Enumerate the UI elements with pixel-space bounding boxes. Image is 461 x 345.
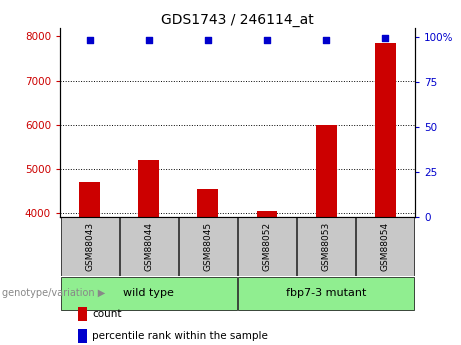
Bar — [375, 43, 396, 345]
FancyBboxPatch shape — [238, 277, 414, 310]
Point — [382, 36, 389, 41]
FancyBboxPatch shape — [60, 277, 237, 310]
Text: GSM88044: GSM88044 — [144, 222, 153, 271]
Point — [145, 38, 152, 43]
Text: fbp7-3 mutant: fbp7-3 mutant — [286, 288, 366, 298]
Bar — [257, 211, 278, 345]
Point — [204, 38, 212, 43]
Text: GSM88045: GSM88045 — [203, 222, 213, 271]
Text: percentile rank within the sample: percentile rank within the sample — [92, 331, 268, 341]
FancyBboxPatch shape — [297, 217, 355, 276]
Bar — [77, 307, 87, 321]
FancyBboxPatch shape — [60, 217, 118, 276]
Text: GSM88043: GSM88043 — [85, 222, 94, 271]
Text: GSM88054: GSM88054 — [381, 222, 390, 271]
Bar — [316, 125, 337, 345]
Text: count: count — [92, 309, 121, 319]
Point — [322, 38, 330, 43]
Title: GDS1743 / 246114_at: GDS1743 / 246114_at — [161, 12, 314, 27]
Bar — [197, 189, 218, 345]
Text: wild type: wild type — [123, 288, 174, 298]
Text: genotype/variation ▶: genotype/variation ▶ — [2, 288, 106, 298]
Bar — [77, 329, 87, 343]
FancyBboxPatch shape — [356, 217, 414, 276]
Point — [86, 38, 93, 43]
Point — [263, 38, 271, 43]
Bar — [138, 160, 159, 345]
FancyBboxPatch shape — [179, 217, 237, 276]
FancyBboxPatch shape — [120, 217, 177, 276]
Bar — [79, 182, 100, 345]
Text: GSM88052: GSM88052 — [262, 222, 272, 271]
FancyBboxPatch shape — [238, 217, 296, 276]
Text: GSM88053: GSM88053 — [322, 222, 331, 271]
